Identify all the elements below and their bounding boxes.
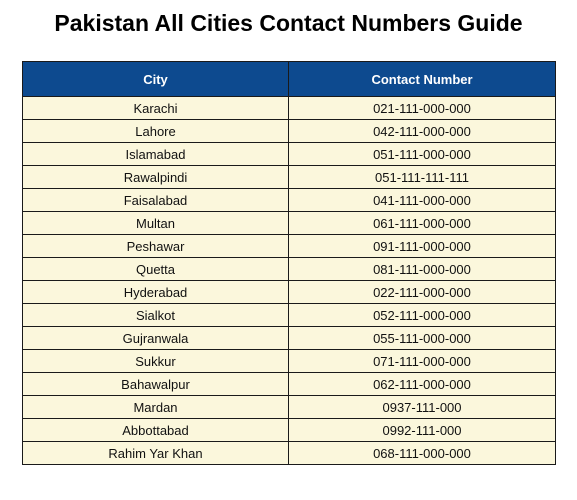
contact-number-cell: 021-111-000-000 [288, 96, 556, 120]
column-header-contact-number: Contact Number [288, 61, 556, 97]
table-row: Islamabad 051-111-000-000 [22, 142, 556, 166]
table-row: Rawalpindi 051-111-111-111 [22, 165, 556, 189]
city-cell: Bahawalpur [22, 372, 289, 396]
table-row: Sukkur 071-111-000-000 [22, 349, 556, 373]
contact-number-cell: 068-111-000-000 [288, 441, 556, 465]
contact-number-cell: 041-111-000-000 [288, 188, 556, 212]
city-cell: Karachi [22, 96, 289, 120]
table-row: Rahim Yar Khan 068-111-000-000 [22, 441, 556, 465]
city-cell: Lahore [22, 119, 289, 143]
city-cell: Islamabad [22, 142, 289, 166]
city-cell: Faisalabad [22, 188, 289, 212]
contact-number-cell: 071-111-000-000 [288, 349, 556, 373]
city-cell: Mardan [22, 395, 289, 419]
table-row: Karachi 021-111-000-000 [22, 96, 556, 120]
table-row: Sialkot 052-111-000-000 [22, 303, 556, 327]
table-row: Gujranwala 055-111-000-000 [22, 326, 556, 350]
city-cell: Multan [22, 211, 289, 235]
table-row: Hyderabad 022-111-000-000 [22, 280, 556, 304]
table-body: Karachi 021-111-000-000 Lahore 042-111-000-… [22, 96, 556, 465]
table-row: Faisalabad 041-111-000-000 [22, 188, 556, 212]
city-cell: Quetta [22, 257, 289, 281]
city-cell: Abbottabad [22, 418, 289, 442]
table-row: Mardan 0937-111-000 [22, 395, 556, 419]
city-cell: Rawalpindi [22, 165, 289, 189]
table-row: Quetta 081-111-000-000 [22, 257, 556, 281]
table-row: Abbottabad 0992-111-000 [22, 418, 556, 442]
contact-number-cell: 062-111-000-000 [288, 372, 556, 396]
city-cell: Peshawar [22, 234, 289, 258]
city-cell: Gujranwala [22, 326, 289, 350]
contacts-table: City Contact Number Karachi 021-111-000-0… [22, 61, 556, 465]
table-row: Multan 061-111-000-000 [22, 211, 556, 235]
contact-number-cell: 051-111-000-000 [288, 142, 556, 166]
contact-number-cell: 022-111-000-000 [288, 280, 556, 304]
city-cell: Sialkot [22, 303, 289, 327]
city-cell: Hyderabad [22, 280, 289, 304]
contact-number-cell: 0937-111-000 [288, 395, 556, 419]
contact-number-cell: 051-111-111-111 [288, 165, 556, 189]
table-header-row: City Contact Number [22, 61, 556, 97]
table-row: Lahore 042-111-000-000 [22, 119, 556, 143]
contact-number-cell: 061-111-000-000 [288, 211, 556, 235]
page-title: Pakistan All Cities Contact Numbers Guid… [54, 10, 523, 36]
contact-number-cell: 081-111-000-000 [288, 257, 556, 281]
contact-number-cell: 055-111-000-000 [288, 326, 556, 350]
table-row: Bahawalpur 062-111-000-000 [22, 372, 556, 396]
contact-number-cell: 091-111-000-000 [288, 234, 556, 258]
table-row: Peshawar 091-111-000-000 [22, 234, 556, 258]
contact-number-cell: 0992-111-000 [288, 418, 556, 442]
city-cell: Sukkur [22, 349, 289, 373]
city-cell: Rahim Yar Khan [22, 441, 289, 465]
contact-number-cell: 042-111-000-000 [288, 119, 556, 143]
column-header-city: City [22, 61, 289, 97]
contact-number-cell: 052-111-000-000 [288, 303, 556, 327]
